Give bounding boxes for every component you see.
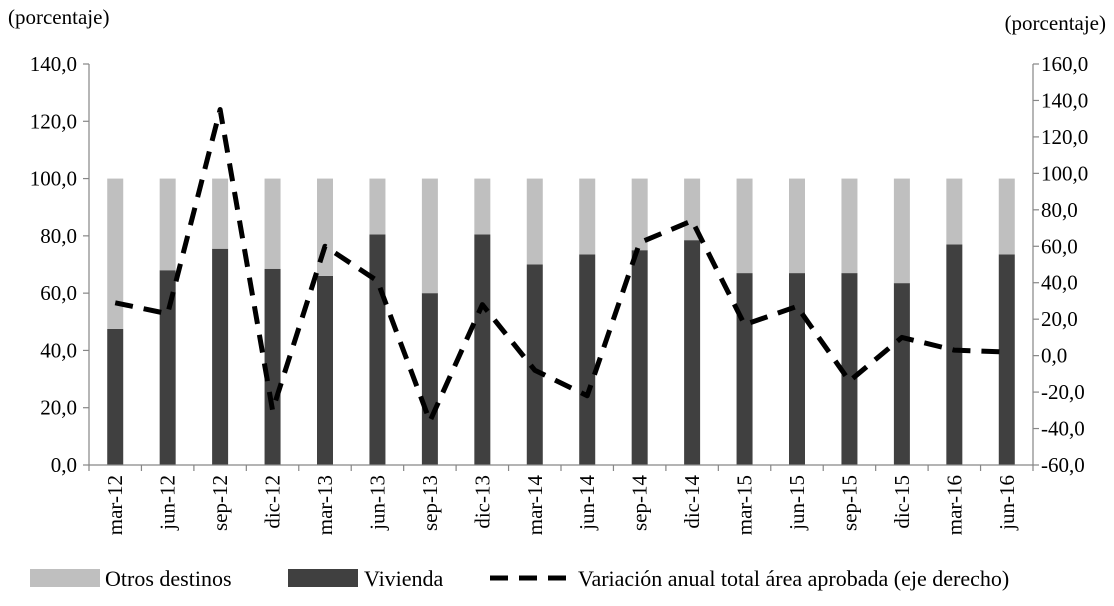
bar-otros-destinos [474,178,491,235]
bar-otros-destinos [107,178,124,329]
y-right-tick-label: 120,0 [1041,125,1088,149]
y-right-tick-label: 100,0 [1041,161,1088,185]
bar-otros-destinos [264,178,281,269]
y-left-tick-label: 100,0 [30,167,77,191]
bar-otros-destinos [369,178,386,235]
y-left-tick-label: 0,0 [51,453,77,477]
bar-vivienda [631,250,648,465]
legend-label-otros-destinos: Otros destinos [105,566,232,591]
line-variacion-anual [114,107,1007,424]
bar-otros-destinos [998,178,1015,255]
bar-otros-destinos [421,178,438,294]
legend-swatch-vivienda [288,569,358,587]
y-right-tick-label: 160,0 [1041,52,1088,76]
bar-vivienda [317,275,333,465]
x-category-label: jun-15 [785,475,809,531]
bar-vivienda [159,270,176,465]
bar-otros-destinos [159,178,176,271]
bar-vivienda [579,254,596,465]
legend: Otros destinos Vivienda Variación anual to… [30,566,1009,591]
x-category-label: mar-16 [942,475,966,535]
x-category-label: dic-15 [890,475,914,529]
bar-vivienda [893,283,910,465]
legend-label-vivienda: Vivienda [364,566,444,591]
y-right-tick-label: 20,0 [1041,307,1078,331]
y-left-tick-label: 40,0 [40,338,77,362]
y-right-tick-label: -20,0 [1041,380,1085,404]
x-category-label: jun-16 [995,475,1019,531]
left-axis-unit-label: (porcentaje) [8,5,109,29]
x-category-label: dic-12 [261,475,285,529]
x-category-label: dic-14 [680,475,704,529]
x-category-label: mar-13 [313,475,337,535]
y-left-tick-label: 60,0 [40,281,77,305]
x-category-label: sep-13 [418,475,442,531]
x-category-label: sep-12 [208,475,232,531]
bar-vivienda [212,248,229,465]
bar-otros-destinos [946,178,963,245]
bar-otros-destinos [789,178,805,274]
legend-swatch-otros-destinos [30,569,100,587]
x-category-label: sep-14 [628,475,652,531]
bar-vivienda [264,268,281,465]
plot-area: 0,0 20,0 40,0 60,0 80,0 100,0 120,0 140,0 -60,0 -… [30,52,1089,535]
y-right-tick-label: 80,0 [1041,198,1078,222]
y-left-tick-label: 120,0 [30,109,77,133]
bar-otros-destinos [893,178,910,284]
x-category-label: jun-12 [156,475,180,531]
bar-vivienda [736,273,753,465]
x-category-label: jun-13 [365,475,389,531]
bar-otros-destinos [579,178,596,255]
y-right-tick-label: 60,0 [1041,234,1078,258]
x-category-label: jun-14 [575,475,599,531]
bar-otros-destinos [736,178,753,274]
bar-otros-destinos [841,178,858,274]
bar-vivienda [946,244,963,465]
bar-vivienda [421,293,438,465]
x-category-label: mar-15 [733,475,757,535]
y-right-tick-label: -40,0 [1041,417,1085,441]
bar-otros-destinos [212,178,229,249]
x-category-label: sep-15 [837,475,861,531]
x-category-label: dic-13 [470,475,494,529]
bar-vivienda [684,240,701,465]
bar-vivienda [107,328,124,465]
y-right-tick-label: -60,0 [1041,453,1085,477]
right-axis-unit-label: (porcentaje) [1005,11,1106,35]
bar-vivienda [998,254,1015,465]
x-category-label: mar-14 [523,475,547,536]
y-left-tick-label: 80,0 [40,224,77,248]
y-left-tick-label: 140,0 [30,52,77,76]
bar-vivienda [474,234,491,465]
y-left-tick-label: 20,0 [40,396,77,420]
bar-otros-destinos [526,178,543,265]
y-right-tick-label: 140,0 [1041,88,1088,112]
bar-vivienda [789,273,805,465]
legend-label-variacion: Variación anual total área aprobada (eje… [578,566,1009,591]
bar-vivienda [369,234,386,465]
bar-vivienda [841,273,858,465]
bar-vivienda [526,264,543,465]
x-category-label: mar-12 [103,475,127,535]
bar-otros-destinos [631,178,648,251]
y-right-tick-label: 0,0 [1041,344,1067,368]
y-right-tick-label: 40,0 [1041,271,1078,295]
